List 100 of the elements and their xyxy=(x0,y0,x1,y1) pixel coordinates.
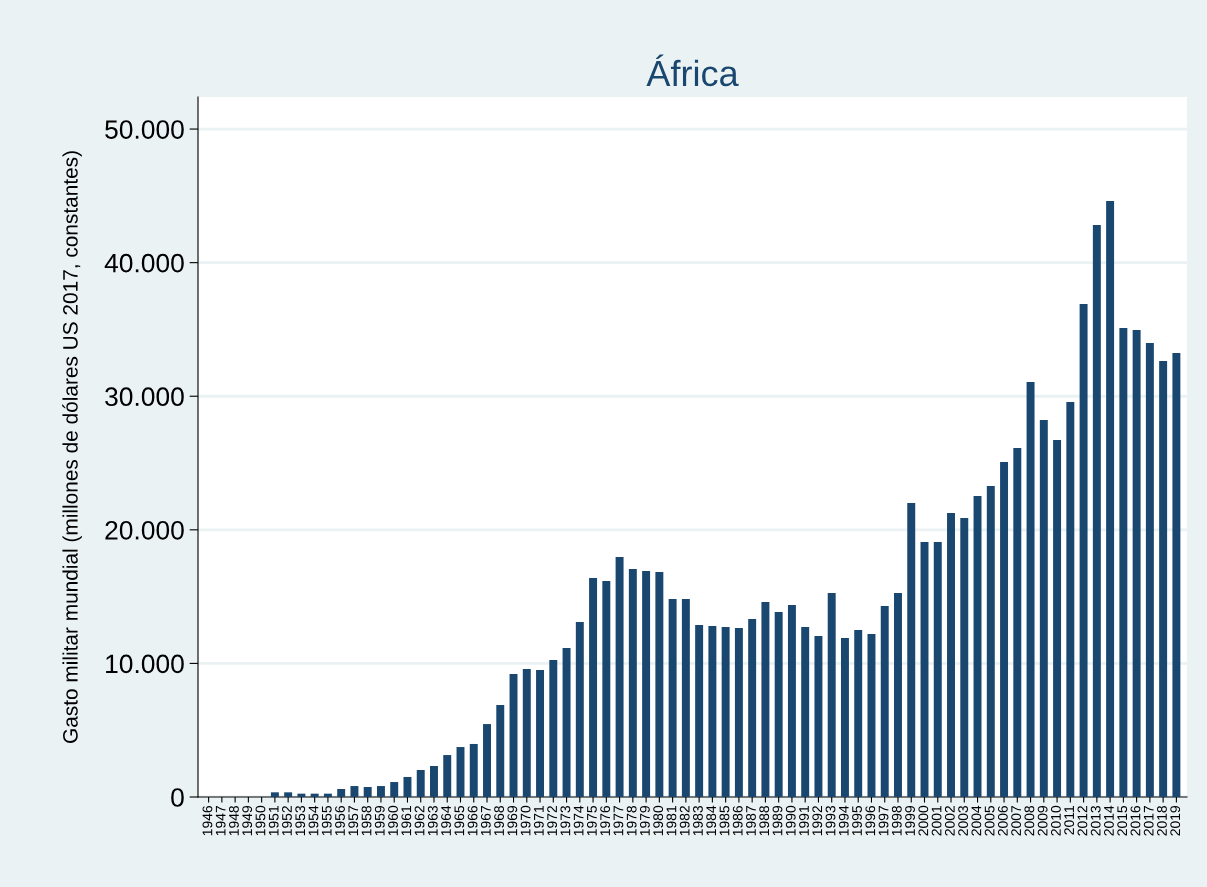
x-tick-label: 2000 xyxy=(918,805,929,836)
x-tick-label: 1979 xyxy=(639,805,650,836)
x-tick-label: 1954 xyxy=(308,805,319,836)
bar xyxy=(867,634,876,797)
bar xyxy=(655,572,664,797)
x-tick-label: 2010 xyxy=(1050,805,1061,836)
bar xyxy=(894,593,902,797)
bar xyxy=(1039,420,1048,797)
bar xyxy=(814,636,823,797)
x-tick-label: 1951 xyxy=(268,806,279,836)
x-tick-label: 1947 xyxy=(215,806,226,836)
x-tick-label: 2007 xyxy=(1011,806,1022,836)
x-tick-label: 1983 xyxy=(693,805,703,836)
x-tick-label: 2003 xyxy=(958,805,968,836)
bar xyxy=(522,669,531,797)
x-tick-label: 1991 xyxy=(799,806,809,836)
x-tick-label: 1989 xyxy=(772,805,783,836)
y-tick-label: 50.000 xyxy=(105,120,184,139)
bar xyxy=(1000,462,1009,797)
bar xyxy=(840,638,849,797)
bar xyxy=(681,599,690,797)
bar xyxy=(1013,448,1022,797)
bar xyxy=(761,601,770,797)
x-tick-label: 2012 xyxy=(1077,806,1088,836)
x-tick-label: 1975 xyxy=(586,805,597,836)
bar xyxy=(483,724,491,797)
x-tick-label: 1972 xyxy=(547,806,558,836)
bar xyxy=(1172,353,1181,797)
x-tick-label: 1980 xyxy=(653,805,664,836)
bar xyxy=(1053,440,1062,797)
bar xyxy=(469,743,478,797)
bar xyxy=(787,605,796,797)
x-tick-label: 2018 xyxy=(1157,805,1167,836)
x-tick-label: 1996 xyxy=(865,805,876,836)
x-tick-label: 2013 xyxy=(1090,805,1101,836)
x-tick-label: 2019 xyxy=(1170,805,1181,836)
bar xyxy=(376,786,385,797)
bar xyxy=(363,786,372,797)
x-tick-label: 2016 xyxy=(1130,805,1141,836)
bar xyxy=(549,660,558,797)
x-tick-label: 1995 xyxy=(852,805,862,836)
bar xyxy=(403,776,412,797)
bar xyxy=(960,518,969,797)
x-tick-label: 1981 xyxy=(666,806,677,836)
x-tick-label: 1971 xyxy=(533,806,544,836)
x-tick-label: 1948 xyxy=(229,805,239,836)
y-tick-label: 10.000 xyxy=(106,654,184,674)
x-tick-label: 1959 xyxy=(374,805,385,836)
x-tick-label: 2008 xyxy=(1024,805,1035,836)
bar xyxy=(1132,329,1141,797)
x-tick-label: 1999 xyxy=(905,805,915,836)
x-tick-label: 1977 xyxy=(613,806,624,836)
x-tick-label: 2011 xyxy=(1064,806,1075,835)
x-tick-label: 2014 xyxy=(1104,805,1114,836)
x-tick-label: 1973 xyxy=(560,805,571,836)
y-tick-label: 40.000 xyxy=(104,253,184,273)
x-tick-label: 1978 xyxy=(626,805,637,836)
x-tick-label: 2015 xyxy=(1117,805,1128,836)
x-tick-label: 1998 xyxy=(891,805,902,836)
x-tick-label: 1993 xyxy=(825,805,836,836)
bar xyxy=(1159,361,1168,797)
y-tick-label: 30.000 xyxy=(105,387,184,407)
x-tick-label: 1997 xyxy=(878,806,889,836)
x-tick-label: 1986 xyxy=(732,805,743,836)
bar xyxy=(337,788,346,797)
x-tick-label: 1953 xyxy=(295,805,306,836)
x-tick-label: 1970 xyxy=(520,805,531,836)
bar xyxy=(602,580,611,797)
bar xyxy=(880,605,889,797)
bar xyxy=(416,770,425,797)
bar xyxy=(536,669,545,797)
bar xyxy=(947,512,955,797)
bar xyxy=(986,486,995,797)
chart-title: África xyxy=(646,54,739,87)
bar xyxy=(668,599,677,797)
bar xyxy=(575,622,584,797)
x-tick-label: 1960 xyxy=(388,805,398,836)
y-tick-label: 0 xyxy=(171,788,184,807)
x-tick-label: 1958 xyxy=(361,805,372,836)
bar xyxy=(748,619,757,797)
bar xyxy=(1066,401,1075,797)
x-tick-label: 1969 xyxy=(507,805,518,836)
bar xyxy=(350,786,359,797)
y-tick-label: 20.000 xyxy=(105,520,184,540)
bar xyxy=(973,496,982,797)
bar xyxy=(1026,382,1035,797)
bar xyxy=(390,782,399,797)
x-tick-label: 1966 xyxy=(467,805,478,836)
bar xyxy=(774,611,783,797)
x-tick-label: 2005 xyxy=(984,805,995,836)
x-tick-label: 2009 xyxy=(1037,805,1048,836)
bar xyxy=(284,792,293,797)
bar xyxy=(443,755,452,797)
x-tick-label: 2006 xyxy=(997,805,1008,836)
bar xyxy=(721,627,730,797)
bar xyxy=(562,648,571,797)
x-tick-label: 1961 xyxy=(401,806,412,836)
x-tick-label: 1956 xyxy=(335,805,345,836)
x-tick-label: 2004 xyxy=(971,805,982,836)
x-tick-label: 1952 xyxy=(282,806,292,836)
